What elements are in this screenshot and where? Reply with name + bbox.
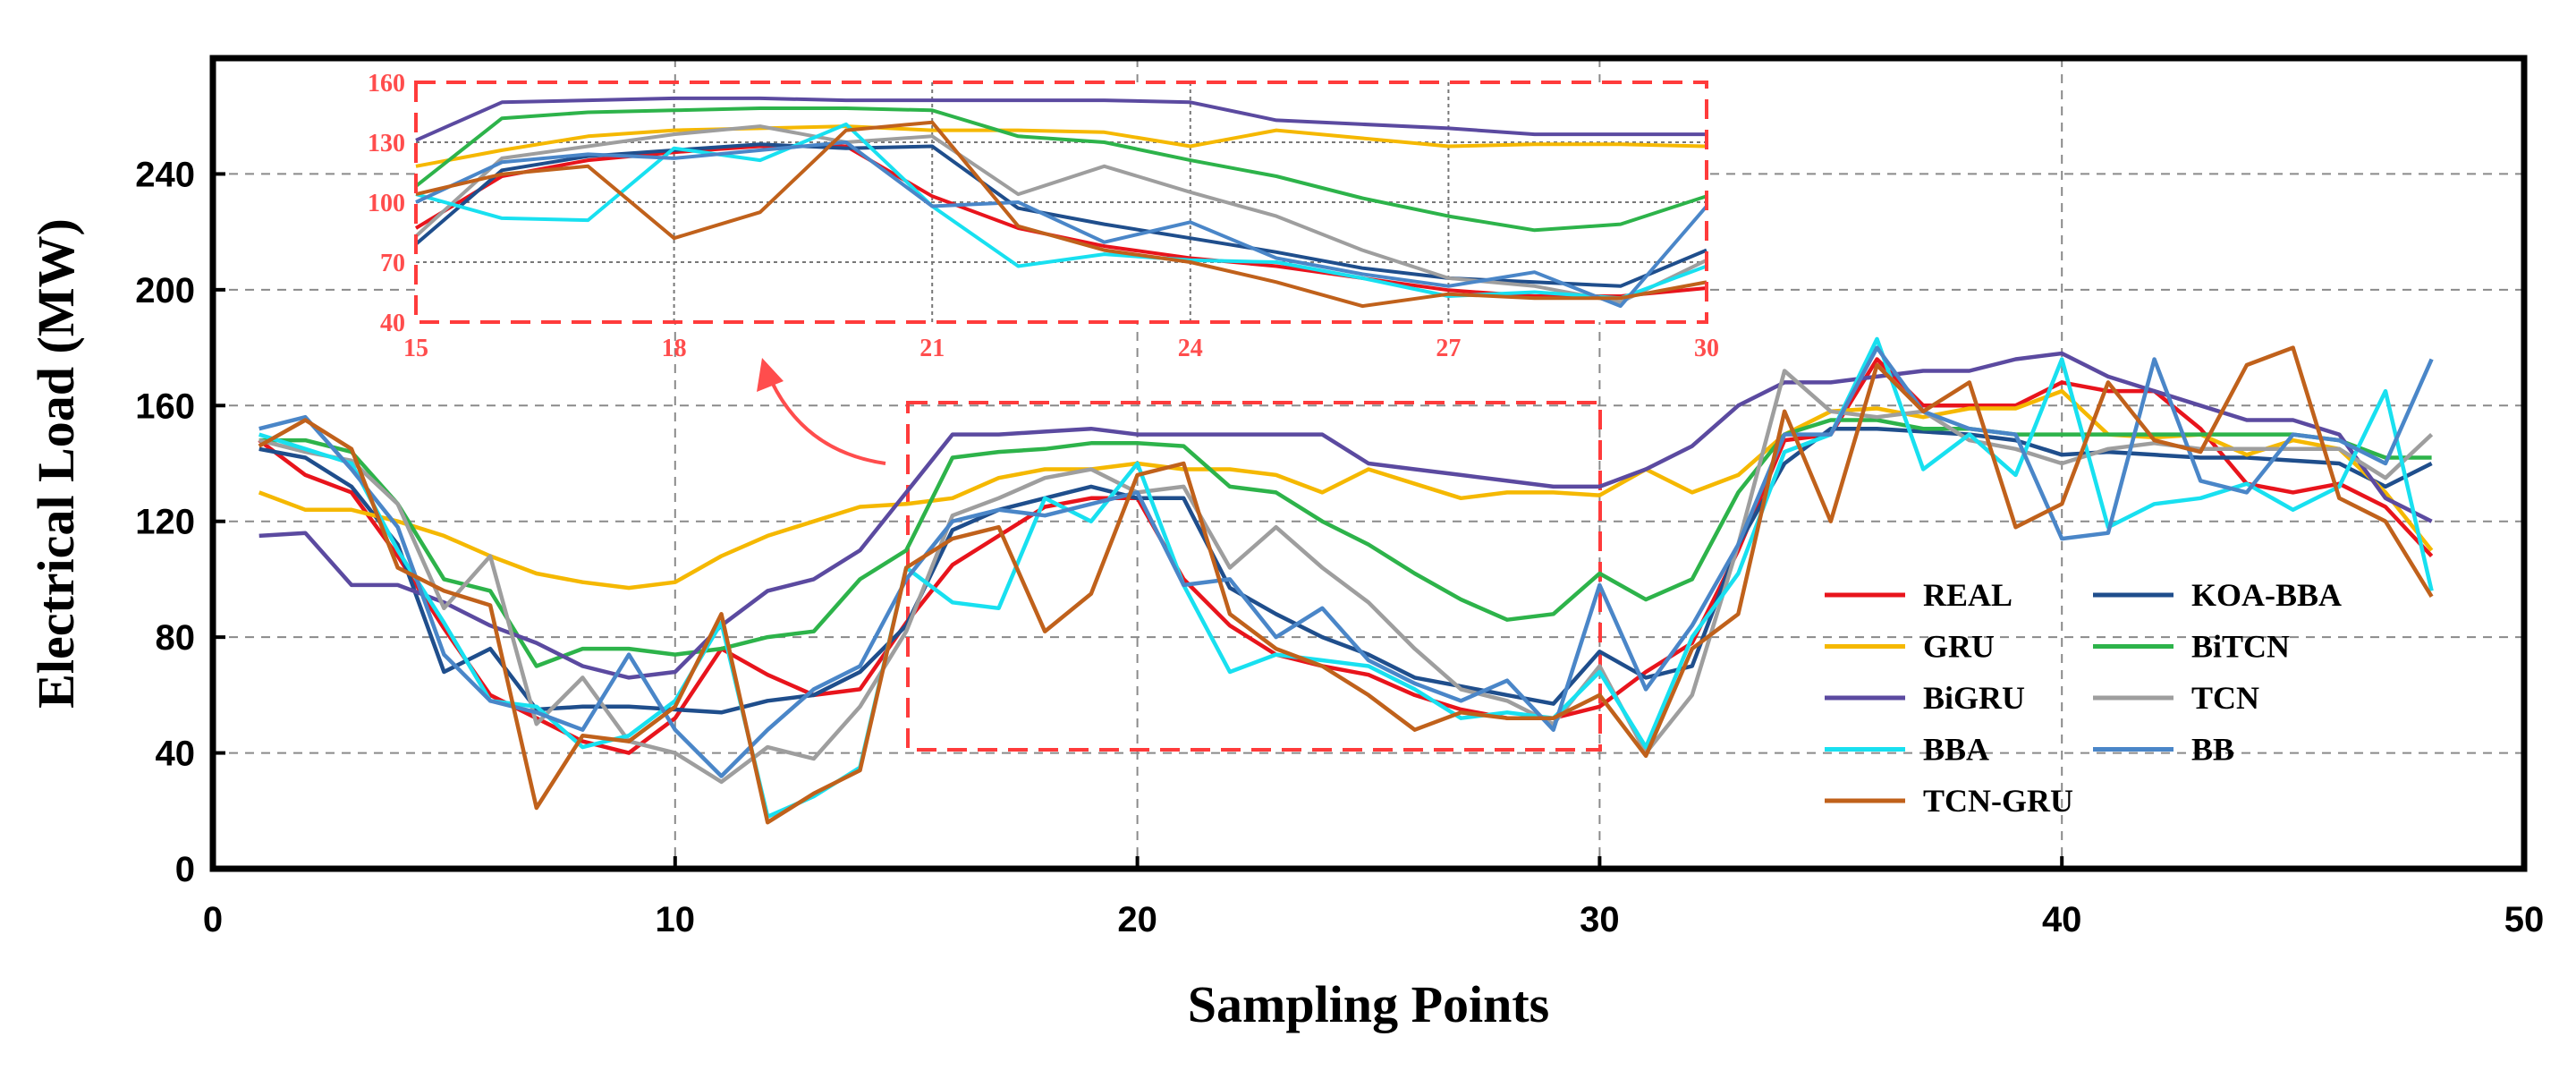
- inset-series-line-gru: [415, 124, 1707, 168]
- inset-y-tick-label-100: 100: [368, 190, 405, 217]
- main-tick-marks: [211, 172, 2526, 871]
- legend-label-bba: BBA: [1923, 732, 1989, 768]
- inset-x-tick-label-15: 15: [403, 335, 428, 362]
- inset-y-tick-label-130: 130: [368, 130, 405, 157]
- legend-label-bitcn: BiTCN: [2191, 629, 2290, 665]
- x-tick-label-20: 20: [1117, 900, 1157, 939]
- series-line-tcn: [258, 369, 2434, 785]
- inset-x-tick-label-30: 30: [1694, 335, 1719, 362]
- series-line-bitcn: [258, 418, 2432, 668]
- series-line-bb: [258, 345, 2434, 778]
- series-line-koa-bba: [258, 426, 2433, 715]
- inset-series-line-bitcn: [414, 106, 1707, 233]
- x-tick-label-0: 0: [203, 900, 223, 939]
- inset-series-line-bigru: [415, 96, 1707, 142]
- series-line-real: [258, 357, 2434, 755]
- legend-label-bb: BB: [2191, 732, 2234, 768]
- zoom-arrow-curve: [769, 379, 886, 465]
- inset-series-line-bba: [415, 122, 1707, 301]
- legend-label-bigru: BiGRU: [1923, 680, 2025, 716]
- series-line-tcn-gru: [258, 345, 2434, 825]
- inset-frame: [414, 81, 1708, 324]
- series-line-bigru: [258, 351, 2433, 680]
- inset-series-lines: [414, 96, 1708, 309]
- legend-label-tcn: TCN: [2191, 680, 2259, 716]
- inset-x-tick-label-24: 24: [1178, 335, 1203, 362]
- x-tick-label-30: 30: [1580, 900, 1620, 939]
- inset-zoom-chart: 15 18 21 24 27 30 40 70 100 130 160: [368, 70, 1719, 362]
- x-tick-label-10: 10: [656, 900, 696, 939]
- y-axis-title: Electrical Load (MW): [27, 218, 85, 709]
- series-line-gru: [258, 388, 2434, 590]
- main-series-lines: [258, 336, 2434, 825]
- legend-label-tcn-gru: TCN-GRU: [1923, 783, 2073, 819]
- inset-x-tick-label-21: 21: [919, 335, 945, 362]
- y-tick-label-120: 120: [135, 503, 195, 542]
- y-tick-label-200: 200: [135, 271, 195, 310]
- legend-label-gru: GRU: [1923, 629, 1995, 665]
- inset-x-tick-label-18: 18: [662, 335, 687, 362]
- inset-y-tick-label-40: 40: [380, 310, 405, 337]
- inset-y-tick-label-70: 70: [380, 250, 405, 277]
- inset-series-line-tcn-gru: [415, 120, 1707, 309]
- inset-x-tick-label-27: 27: [1436, 335, 1461, 362]
- inset-y-tick-label-160: 160: [368, 70, 405, 98]
- x-axis-title: Sampling Points: [1188, 975, 1550, 1033]
- main-tick-labels: 0 10 20 30 40 50 0 40 80 120 160 200 240: [135, 155, 2544, 939]
- legend-label-real: REAL: [1923, 577, 2012, 613]
- legend: REAL KOA-BBA GRU BiTCN BiGRU TCN BBA BB TCN-GRU: [1825, 577, 2342, 819]
- y-tick-label-240: 240: [135, 155, 195, 194]
- legend-label-koa-bba: KOA-BBA: [2191, 577, 2342, 613]
- inset-series-line-tcn: [414, 124, 1707, 304]
- x-tick-label-40: 40: [2042, 900, 2082, 939]
- y-tick-label-0: 0: [175, 850, 195, 889]
- main-plot-frame: [209, 55, 2528, 872]
- y-tick-label-80: 80: [156, 618, 196, 658]
- y-tick-label-160: 160: [135, 387, 195, 426]
- inset-tick-labels: 15 18 21 24 27 30 40 70 100 130 160: [368, 70, 1719, 362]
- zoom-arrow-head: [757, 358, 784, 392]
- zoom-arrow: [757, 358, 886, 465]
- y-tick-label-40: 40: [156, 735, 196, 774]
- inset-series-line-bb: [415, 140, 1708, 309]
- x-tick-label-50: 50: [2504, 900, 2545, 939]
- series-line-bba: [258, 336, 2434, 820]
